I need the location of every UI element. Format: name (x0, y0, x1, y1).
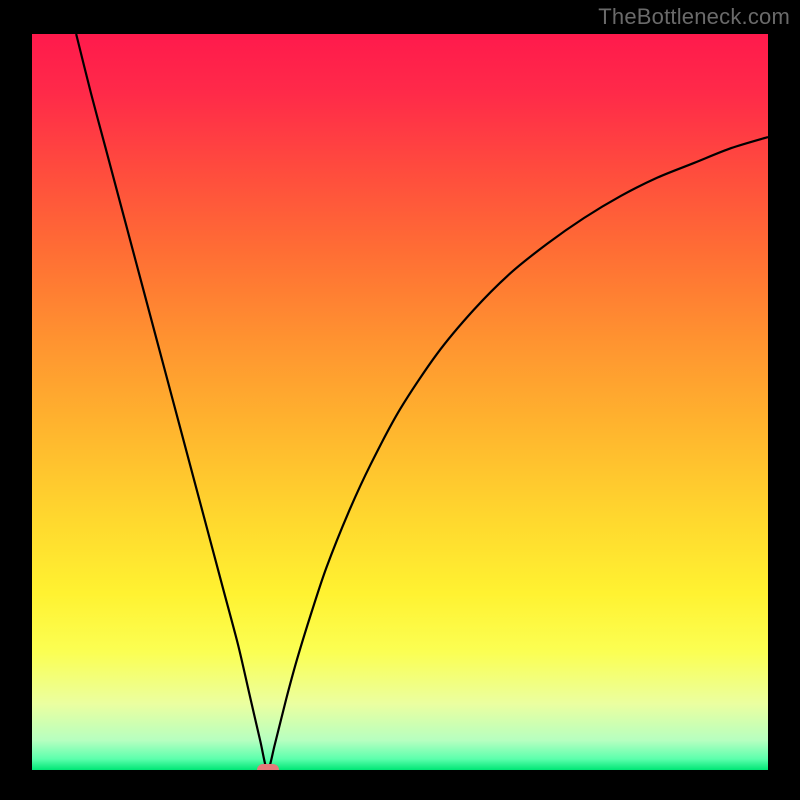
bottleneck-curve (32, 34, 768, 770)
curve-minimum-marker (257, 764, 279, 770)
watermark-text: TheBottleneck.com (598, 4, 790, 30)
plot-area (32, 34, 768, 770)
